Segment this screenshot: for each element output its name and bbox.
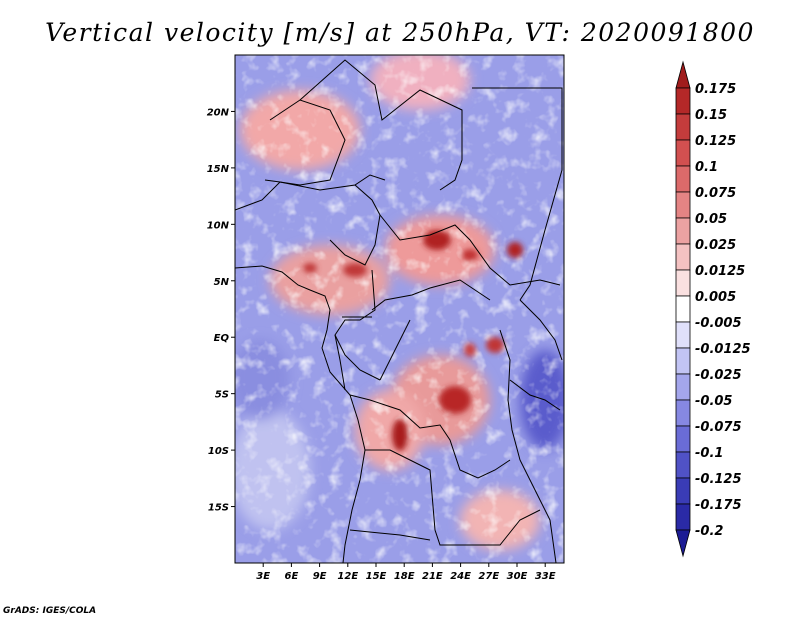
colorbar-swatch	[675, 399, 691, 427]
colorbar-label: 0.0125	[695, 264, 745, 279]
colorbar-label: -0.2	[695, 524, 723, 539]
colorbar-label: 0.025	[695, 238, 736, 253]
y-tick-label: 5S	[215, 390, 229, 401]
field-texture	[235, 55, 564, 563]
y-tick-label: 10N	[207, 220, 230, 231]
x-tick-label: 33E	[535, 571, 556, 582]
colorbar-label: -0.05	[695, 394, 732, 409]
colorbar-swatch	[675, 503, 691, 531]
colorbar: 0.175 0.15 0.125 0.1 0.075 0.05 0.025 0.0125 0.0…	[675, 60, 751, 558]
map-frame	[234, 54, 565, 564]
colorbar-label: 0.005	[695, 290, 736, 305]
x-tick-label: 30E	[507, 571, 528, 582]
colorbar-label: -0.005	[695, 316, 742, 331]
x-tick-label: 21E	[422, 571, 443, 582]
colorbar-swatch	[675, 477, 691, 505]
colorbar-label: 0.175	[695, 82, 736, 97]
colorbar-label: 0.125	[695, 134, 736, 149]
y-tick-label: 5N	[214, 277, 230, 288]
y-tick-label: 10S	[208, 446, 229, 457]
colorbar-label: -0.175	[695, 498, 742, 513]
colorbar-swatch	[675, 269, 691, 297]
colorbar-swatch	[675, 425, 691, 453]
country-borders	[235, 59, 563, 563]
x-tick-label: 3E	[256, 571, 270, 582]
colorbar-swatch	[675, 165, 691, 193]
colorbar-swatch	[675, 60, 691, 89]
x-tick-label: 6E	[285, 571, 299, 582]
map-plot-area	[235, 55, 564, 563]
y-axis: 20N 15N 10N 5N EQ 5S 10S 15S	[207, 107, 235, 514]
x-tick-label: 15E	[366, 571, 387, 582]
colorbar-swatch	[675, 191, 691, 219]
y-tick-label: 20N	[207, 107, 230, 118]
colorbar-swatch	[675, 321, 691, 349]
colorbar-swatch	[675, 87, 691, 115]
colorbar-label: -0.025	[695, 368, 742, 383]
colorbar-swatch	[675, 139, 691, 167]
colorbar-label: -0.1	[695, 446, 723, 461]
y-tick-label: EQ	[214, 333, 230, 344]
x-tick-label: 9E	[313, 571, 327, 582]
x-axis: 3E 6E 9E 12E 15E 18E 21E 24E 27E 30E 33E	[256, 563, 556, 582]
grads-credit: GrADS: IGES/COLA	[3, 606, 96, 616]
colorbar-label: -0.0125	[695, 342, 751, 357]
colorbar-label: -0.125	[695, 472, 742, 487]
colorbar-swatch	[675, 451, 691, 479]
colorbar-swatch	[675, 529, 691, 558]
colorbar-swatch	[675, 243, 691, 271]
colorbar-swatch	[675, 217, 691, 245]
colorbar-label: 0.05	[695, 212, 727, 227]
colorbar-label: 0.075	[695, 186, 736, 201]
x-tick-label: 18E	[394, 571, 415, 582]
x-tick-label: 24E	[450, 571, 471, 582]
colorbar-label: -0.075	[695, 420, 742, 435]
y-tick-label: 15N	[207, 164, 230, 175]
colorbar-swatch	[675, 347, 691, 375]
y-tick-label: 15S	[208, 503, 229, 514]
colorbar-label: 0.1	[695, 160, 718, 175]
colorbar-swatch	[675, 295, 691, 323]
chart-title: Vertical velocity [m/s] at 250hPa, VT: 2…	[45, 18, 755, 47]
colorbar-swatch	[675, 373, 691, 401]
x-tick-label: 12E	[337, 571, 358, 582]
colorbar-label: 0.15	[695, 108, 727, 123]
colorbar-swatch	[675, 113, 691, 141]
x-tick-label: 27E	[478, 571, 499, 582]
